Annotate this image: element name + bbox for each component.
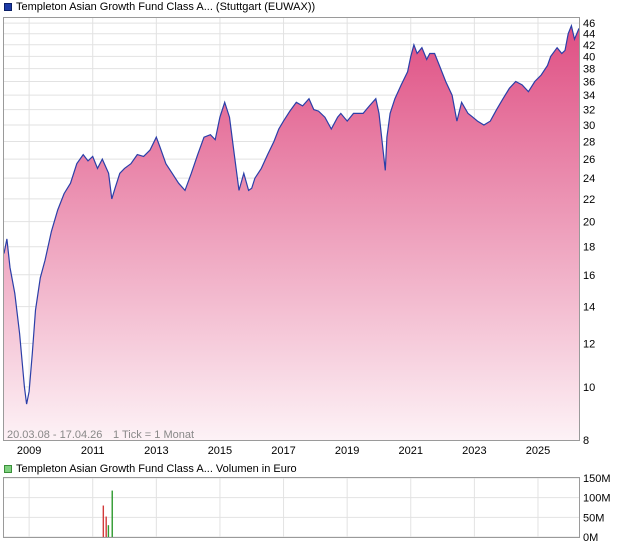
volume-legend-swatch — [4, 465, 12, 473]
price-y-tick-label: 34 — [583, 90, 595, 102]
price-y-tick-label: 42 — [583, 40, 595, 52]
price-x-tick-label: 2013 — [144, 445, 168, 457]
price-x-tick-label: 2015 — [208, 445, 232, 457]
price-y-tick-label: 20 — [583, 217, 595, 229]
tick-interval-info: 1 Tick = 1 Monat — [113, 429, 194, 441]
price-x-tick-label: 2011 — [81, 445, 105, 457]
price-y-tick-label: 38 — [583, 64, 595, 76]
price-x-tick-label: 2021 — [399, 445, 423, 457]
volume-legend-label: Templeton Asian Growth Fund Class A... V… — [16, 463, 297, 475]
price-y-tick-label: 26 — [583, 154, 595, 166]
price-plot-frame — [3, 17, 580, 441]
volume-y-tick-label: 150M — [583, 473, 611, 485]
volume-y-tick-label: 50M — [583, 512, 604, 524]
price-line — [3, 23, 580, 405]
price-y-tick-label: 22 — [583, 194, 595, 206]
volume-y-tick-label: 100M — [583, 493, 611, 505]
volume-y-tick-label: 0M — [583, 532, 598, 544]
volume-plot-frame — [3, 477, 580, 538]
price-x-axis: 2009 2011 2013 2015 2017 2019 2021 2023 2025 — [17, 445, 550, 457]
price-x-tick-label: 2009 — [17, 445, 41, 457]
price-y-tick-label: 12 — [583, 338, 595, 350]
price-y-tick-label: 32 — [583, 105, 595, 117]
price-y-tick-label: 36 — [583, 77, 595, 89]
price-legend: Templeton Asian Growth Fund Class A... (… — [4, 0, 315, 14]
volume-y-axis: 0M 50M 100M 150M — [583, 473, 611, 544]
volume-bar — [107, 525, 110, 537]
volume-legend: Templeton Asian Growth Fund Class A... V… — [4, 462, 297, 476]
price-y-tick-label: 44 — [583, 29, 595, 41]
price-x-tick-label: 2019 — [335, 445, 359, 457]
volume-bar — [105, 516, 107, 537]
volume-bar — [102, 505, 105, 537]
price-y-tick-label: 28 — [583, 136, 595, 148]
price-y-tick-label: 10 — [583, 382, 595, 394]
price-y-tick-label: 16 — [583, 270, 595, 282]
price-y-tick-label: 24 — [583, 173, 595, 185]
price-area — [4, 25, 579, 440]
price-x-tick-label: 2017 — [271, 445, 295, 457]
price-x-tick-label: 2023 — [462, 445, 486, 457]
date-range-info: 20.03.08 - 17.04.26 — [7, 429, 102, 441]
price-y-tick-label: 18 — [583, 242, 595, 254]
price-y-tick-label: 40 — [583, 51, 595, 63]
price-legend-label: Templeton Asian Growth Fund Class A... (… — [16, 1, 316, 13]
volume-grid — [4, 477, 579, 538]
price-y-tick-label: 14 — [583, 302, 595, 314]
price-legend-swatch — [4, 3, 12, 11]
volume-bars — [102, 490, 113, 537]
price-x-tick-label: 2025 — [526, 445, 550, 457]
volume-bar — [111, 490, 113, 537]
price-y-tick-label: 30 — [583, 120, 595, 132]
price-y-tick-label: 8 — [583, 435, 589, 447]
price-y-tick-label: 46 — [583, 18, 595, 30]
